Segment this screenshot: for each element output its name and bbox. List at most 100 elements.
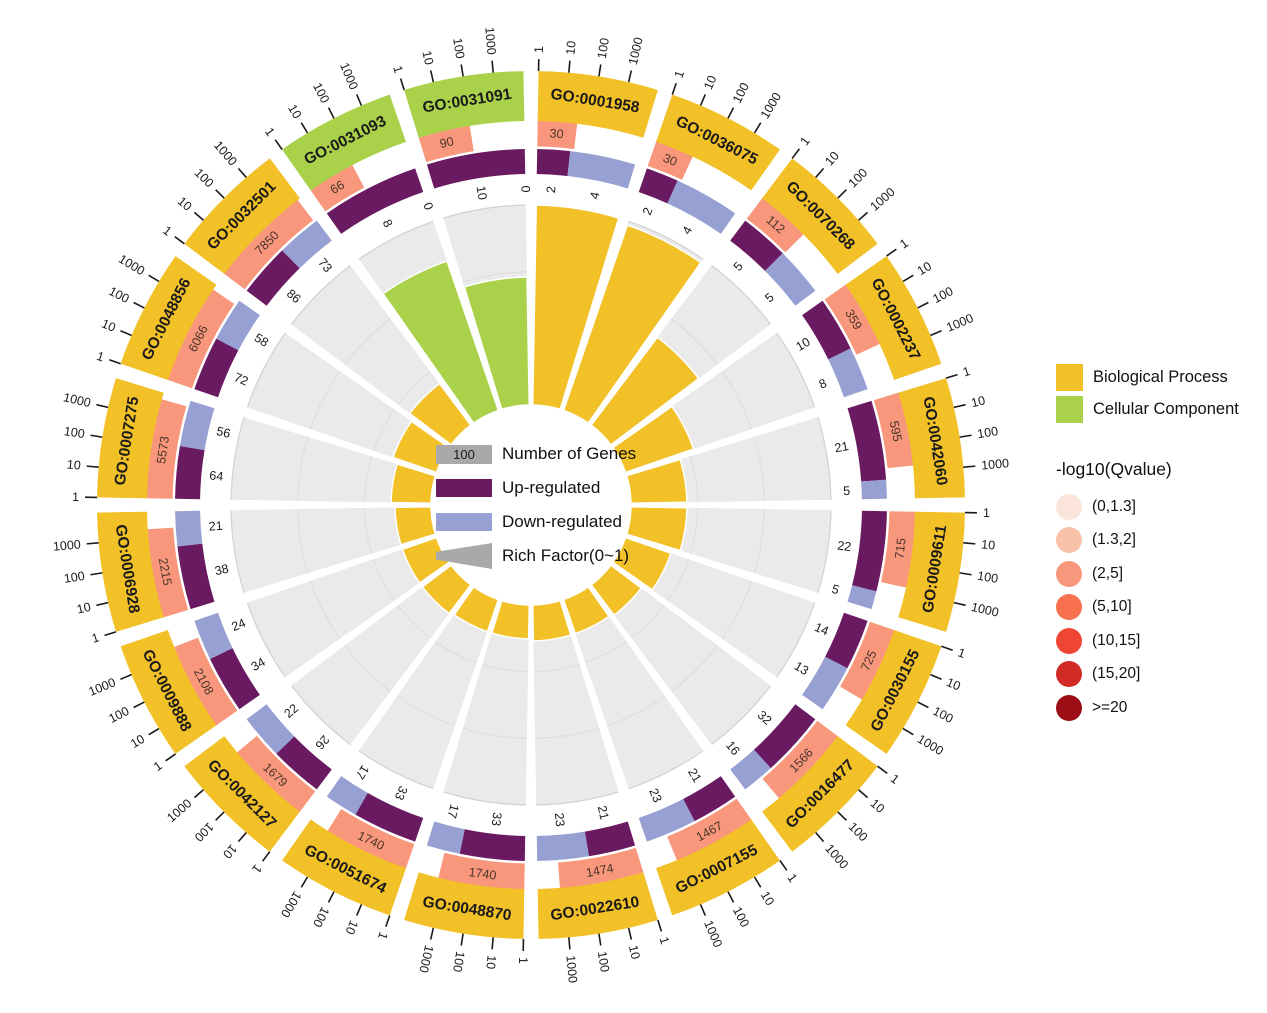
sector-background xyxy=(231,417,436,504)
axis-tick-label: 10 xyxy=(342,918,360,936)
down-count-label: 13 xyxy=(792,659,811,678)
gene-count-box xyxy=(437,852,525,891)
axis-tick-label: 1000 xyxy=(62,390,92,410)
down-regulated-arc xyxy=(861,479,887,500)
axis-tick-label: 100 xyxy=(846,820,871,845)
gridline-arc xyxy=(462,271,527,283)
axis-tick-label: 1000 xyxy=(701,918,725,949)
axis-tick xyxy=(930,329,942,337)
down-regulated-arc xyxy=(667,180,736,234)
up-regulated-arc xyxy=(683,776,736,822)
up-regulated-swatch xyxy=(436,479,492,497)
gridline-arc xyxy=(462,727,527,739)
qvalue-bin-row: (10,15] xyxy=(1056,624,1267,658)
sector-background xyxy=(563,586,704,789)
up-regulated-arc xyxy=(210,648,260,710)
gridline-arc xyxy=(689,456,699,503)
gene-count-box xyxy=(667,798,753,862)
sector-outline xyxy=(776,332,816,408)
axis-tick xyxy=(902,274,914,283)
gridline-arc xyxy=(344,318,391,365)
sector-background xyxy=(231,506,436,593)
down-regulated-arc xyxy=(216,300,260,351)
axis-tick xyxy=(274,139,283,150)
down-regulated-arc xyxy=(802,656,848,710)
go-band xyxy=(762,158,878,274)
axis-tick-label: 100 xyxy=(595,37,612,60)
axis-tick-label: 1000 xyxy=(981,456,1010,472)
sector-outline xyxy=(290,685,351,746)
axis-tick xyxy=(963,542,976,545)
axis-tick-label: 10 xyxy=(128,732,147,751)
gene-count-label: 1474 xyxy=(585,861,615,880)
gridline-arc xyxy=(363,507,373,554)
axis-tick xyxy=(174,235,185,245)
axis-tick xyxy=(941,645,953,651)
axis-tick-label: 1 xyxy=(90,630,101,645)
biological-process-swatch xyxy=(1056,364,1083,391)
gene-count-label: 30 xyxy=(661,151,679,169)
axis-tick xyxy=(237,167,247,178)
axis-tick xyxy=(627,927,633,940)
legend-row-genes: 100 Number of Genes xyxy=(436,444,636,464)
axis-tick xyxy=(671,83,677,95)
sector-outline xyxy=(443,204,526,219)
axis-tick xyxy=(598,933,602,946)
rich-factor-bar xyxy=(531,204,620,411)
axis-tick xyxy=(963,465,976,468)
down-regulated-arc xyxy=(730,749,771,790)
gene-count-box xyxy=(236,735,316,813)
axis-tick xyxy=(86,465,99,468)
down-regulated-arc xyxy=(194,612,233,659)
axis-tick xyxy=(837,189,847,199)
gene-count-box xyxy=(824,283,882,355)
axis-tick xyxy=(627,70,633,83)
axis-tick xyxy=(858,211,869,221)
down-count-label: 73 xyxy=(315,255,335,275)
legend-row-cc: Cellular Component xyxy=(1056,396,1267,423)
gene-count-label: 5573 xyxy=(154,435,172,465)
axis-tick xyxy=(300,122,309,134)
axis-tick xyxy=(953,601,966,607)
axis-tick-label: 1 xyxy=(532,46,546,53)
legend-row-rich-factor: Rich Factor(0~1) xyxy=(436,543,636,569)
up-count-label: 14 xyxy=(812,620,830,638)
axis-tick-label: 10 xyxy=(99,317,117,335)
axis-tick xyxy=(727,107,735,119)
axis-tick-label: 10 xyxy=(75,600,92,617)
up-count-label: 86 xyxy=(284,286,304,306)
axis-tick xyxy=(953,403,966,409)
biological-process-label: Biological Process xyxy=(1093,368,1228,386)
gene-count-label: 1740 xyxy=(468,865,497,883)
sector-outline xyxy=(358,220,434,260)
qvalue-dot xyxy=(1056,493,1082,520)
up-count-label: 72 xyxy=(232,370,250,388)
rich-factor-bar xyxy=(611,405,695,474)
qvalue-legend-title: -log10(Qvalue) xyxy=(1056,459,1172,479)
axis-tick xyxy=(133,701,145,709)
gridline-arc xyxy=(396,695,456,727)
gridline-arc xyxy=(297,436,309,501)
axis-tick-label: 1 xyxy=(160,223,174,238)
legend-row-bp: Biological Process xyxy=(1056,364,1267,391)
legend-row-down: Down-regulated xyxy=(436,512,636,532)
up-count-label: 21 xyxy=(595,804,612,821)
axis-tick-label: 1 xyxy=(151,758,165,773)
gene-count-box xyxy=(746,197,805,253)
axis-tick-label: 1000 xyxy=(116,252,147,278)
qvalue-dot xyxy=(1056,594,1082,621)
axis-tick-label: 1 xyxy=(95,349,106,365)
gridline-arc xyxy=(397,605,431,639)
axis-tick xyxy=(753,876,762,888)
sector-outline xyxy=(628,220,704,260)
sector-background xyxy=(443,600,530,805)
sector-outline xyxy=(246,332,286,408)
down-count-label: 5 xyxy=(762,290,776,305)
